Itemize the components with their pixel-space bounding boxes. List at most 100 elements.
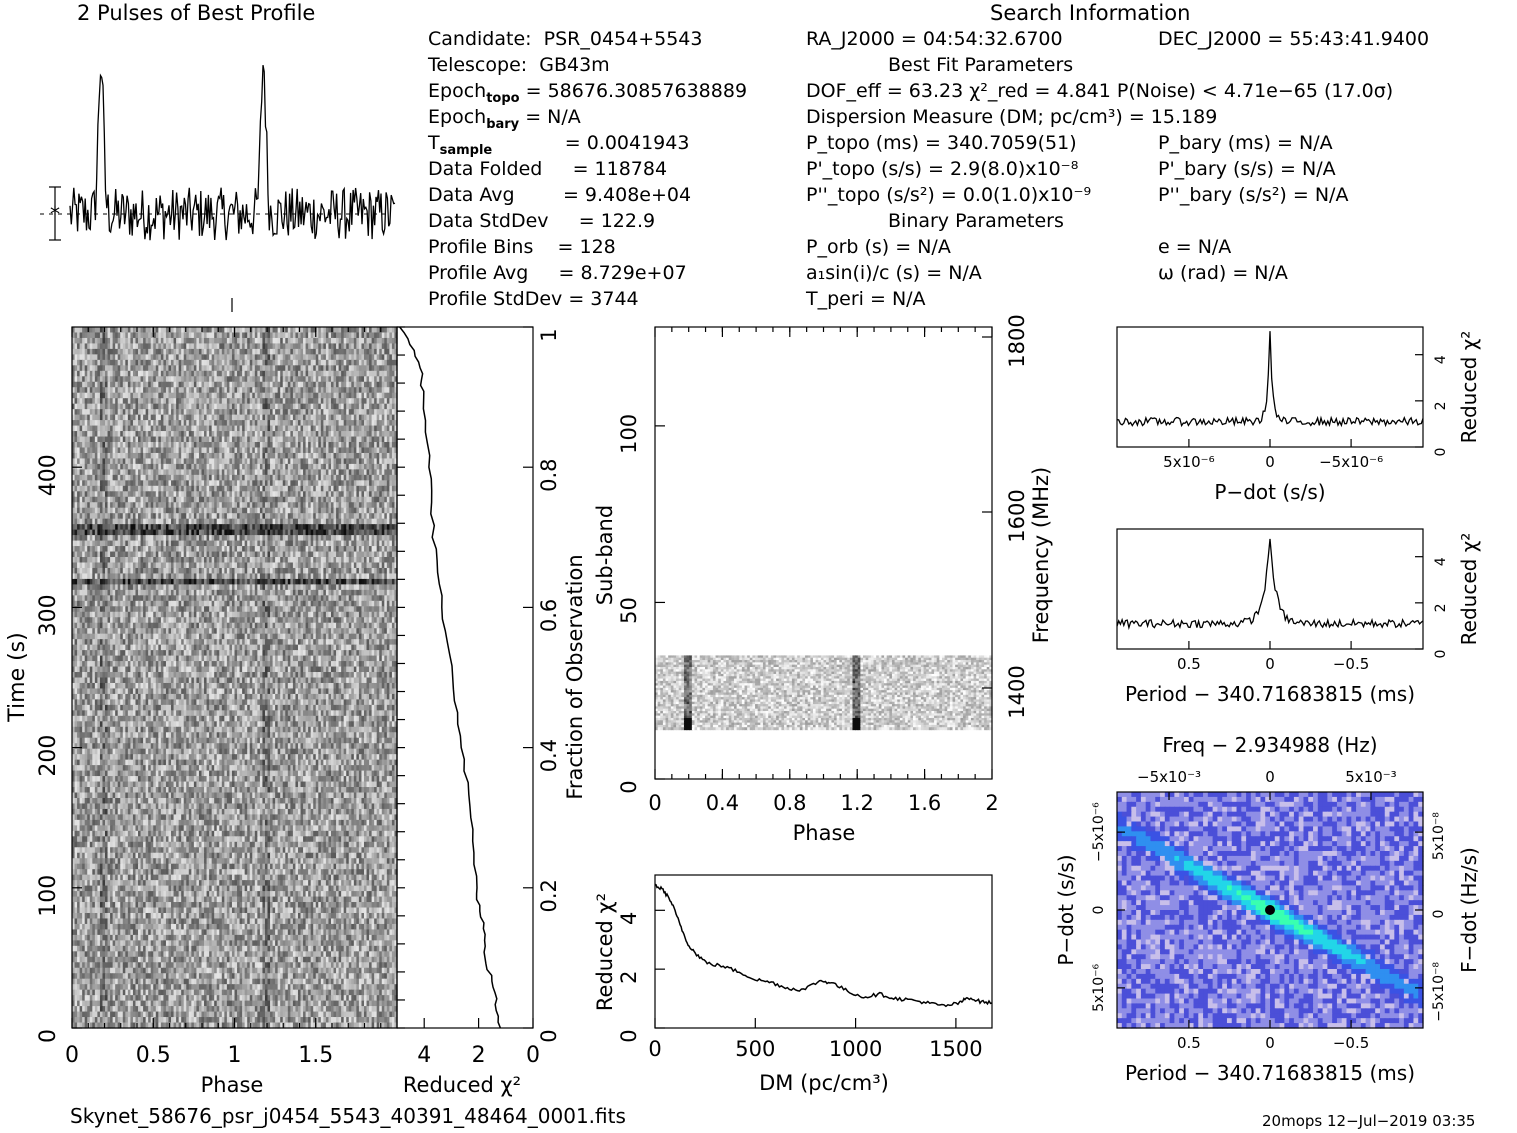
subband-xtick-label: 0 [648, 791, 661, 815]
ppdot-rtick-label: 0 [1431, 910, 1447, 919]
info-data-folded: Data Folded = 118784 [428, 156, 667, 182]
fraction-ytick-label: 0.6 [537, 599, 561, 632]
pdot-xtick-label: 5x10⁻⁶ [1163, 453, 1214, 471]
dm-ytick-label: 0 [617, 1029, 641, 1042]
pdot-xlabel: P−dot (s/s) [1214, 480, 1325, 504]
time-phase-image [72, 327, 398, 1029]
dm-xtick-label: 0 [648, 1037, 661, 1061]
pdot-line [1116, 331, 1424, 428]
dm-ytick-label: 2 [617, 970, 641, 983]
dm-xlabel: DM (pc/cm³) [759, 1071, 889, 1095]
info-dof: DOF_eff = 63.23 χ²_red = 4.841 P(Noise) … [806, 78, 1393, 104]
ppdot-peak-marker [1265, 905, 1275, 915]
time-phase-xlabel: Phase [201, 1073, 264, 1097]
dm-ylabel: Reduced χ² [593, 893, 617, 1011]
ppdot-xtick-label: 0 [1265, 1034, 1275, 1052]
footer-filename: Skynet_58676_psr_j0454_5543_40391_48464_… [70, 1104, 626, 1128]
info-p-bary: P_bary (ms) = N/A [1158, 130, 1333, 156]
info-dm: Dispersion Measure (DM; pc/cm³) = 15.189 [806, 104, 1217, 130]
period-ytick-label: 2 [1433, 603, 1449, 612]
fraction-ytick-label: 0.8 [537, 458, 561, 491]
pdot-ytick-label: 4 [1433, 355, 1449, 364]
period-ytick-label: 0 [1433, 650, 1449, 659]
period-ytick-label: 4 [1433, 557, 1449, 566]
subband-ytick-label: 100 [617, 414, 641, 454]
fraction-ytick-label: 0.2 [537, 879, 561, 912]
info-pd-bary: P'_bary (s/s) = N/A [1158, 156, 1336, 182]
subband-xlabel: Phase [793, 821, 856, 845]
info-a1: a₁sin(i)/c (s) = N/A [806, 260, 982, 286]
pdot-ytick-label: 2 [1433, 401, 1449, 410]
time-phase-xtick-label: 1 [228, 1043, 242, 1068]
info-data-avg: Data Avg = 9.408e+04 [428, 182, 691, 208]
period-ylabel: Reduced χ² [1457, 533, 1481, 646]
freq-ytick-label: 1600 [1005, 489, 1029, 542]
pdot-xtick-label: 0 [1265, 453, 1275, 471]
ppdot-rlabel: F−dot (Hz/s) [1457, 847, 1481, 973]
dm-frame [654, 874, 993, 1029]
info-pdd-bary: P''_bary (s/s²) = N/A [1158, 182, 1348, 208]
ppdot-toptick-label: 0 [1265, 768, 1275, 786]
time-phase-xtick-label: 0.5 [136, 1043, 171, 1068]
subband-xtick-label: 0.8 [773, 791, 806, 815]
ppdot-rtick-label: 5x10⁻⁸ [1431, 812, 1447, 860]
subband-ytick-label: 0 [617, 780, 641, 793]
profile-title: 2 Pulses of Best Profile [77, 1, 315, 25]
info-e: e = N/A [1158, 234, 1231, 260]
freq-ylabel: Frequency (MHz) [1029, 467, 1053, 643]
info-profile-avg: Profile Avg = 8.729e+07 [428, 260, 687, 286]
info-omega: ω (rad) = N/A [1158, 260, 1288, 286]
freq-ytick-label: 1400 [1005, 665, 1029, 718]
ppdot-ytick-label: 5x10⁻⁶ [1091, 963, 1107, 1011]
subband-xtick-label: 2 [985, 791, 998, 815]
info-p-orb: P_orb (s) = N/A [806, 234, 951, 260]
info-data-stddev: Data StdDev = 122.9 [428, 208, 655, 234]
chi-time-xtick-label: 0 [526, 1043, 540, 1068]
time-phase-ytick-label: 300 [36, 594, 61, 636]
subband-xtick-label: 1.2 [840, 791, 873, 815]
time-phase-ytick-label: 400 [36, 454, 61, 496]
ppdot-rtick-label: −5x10⁻⁸ [1431, 962, 1447, 1022]
info-binary-header: Binary Parameters [888, 208, 1064, 234]
profile-errbar-marker: * [50, 202, 60, 226]
info-epoch-topo: Epochtopo = 58676.30857638889 [428, 78, 747, 112]
chi-time-frame [396, 326, 534, 1029]
time-phase-ytick-label: 0 [36, 1029, 61, 1043]
period-xtick-label: 0 [1265, 655, 1275, 673]
chi-time-xtick-label: 4 [417, 1043, 431, 1068]
info-dec: DEC_J2000 = 55:43:41.9400 [1158, 26, 1429, 52]
dm-ytick-label: 4 [617, 912, 641, 925]
info-pd-topo: P'_topo (s/s) = 2.9(8.0)x10⁻⁸ [806, 156, 1078, 182]
time-phase-ylabel: Time (s) [5, 632, 30, 722]
period-xtick-label: 0.5 [1177, 655, 1201, 673]
chi-time-xlabel: Reduced χ² [403, 1073, 521, 1097]
period-xlabel: Period − 340.71683815 (ms) [1125, 682, 1415, 706]
time-phase-ytick-label: 200 [36, 735, 61, 777]
ppdot-xlabel: Period − 340.71683815 (ms) [1125, 1061, 1415, 1085]
info-epoch-bary: Epochbary = N/A [428, 104, 581, 138]
info-best-fit-header: Best Fit Parameters [888, 52, 1073, 78]
fraction-ytick-label: 0.4 [537, 739, 561, 772]
ppdot-xtick-label: −0.5 [1333, 1034, 1369, 1052]
dm-line [654, 883, 993, 1008]
dm-xtick-label: 500 [735, 1037, 775, 1061]
dm-xtick-label: 1000 [829, 1037, 882, 1061]
ppdot-ylabel: P−dot (s/s) [1054, 854, 1078, 965]
ppdot-toptick-label: −5x10⁻³ [1137, 768, 1201, 786]
subband-ylabel: Sub-band [593, 505, 617, 605]
pdot-ytick-label: 0 [1433, 448, 1449, 457]
chi-time-line [399, 326, 502, 1029]
time-phase-ytick-label: 100 [36, 875, 61, 917]
fraction-ytick-label: 1 [537, 328, 561, 341]
subband-ytick-label: 50 [617, 597, 641, 624]
search-info-title: Search Information [990, 1, 1190, 25]
info-telescope: Telescope: GB43m [428, 52, 610, 78]
time-phase-xtick-label: 0 [65, 1043, 79, 1068]
info-t-peri: T_peri = N/A [806, 286, 926, 312]
ppdot-xtick-label: 0.5 [1177, 1034, 1201, 1052]
info-tsample: Tsample = 0.0041943 [428, 130, 689, 164]
freq-ytick-label: 1800 [1005, 314, 1029, 367]
subband-xtick-label: 0.4 [706, 791, 739, 815]
info-candidate: Candidate: PSR_0454+5543 [428, 26, 703, 52]
